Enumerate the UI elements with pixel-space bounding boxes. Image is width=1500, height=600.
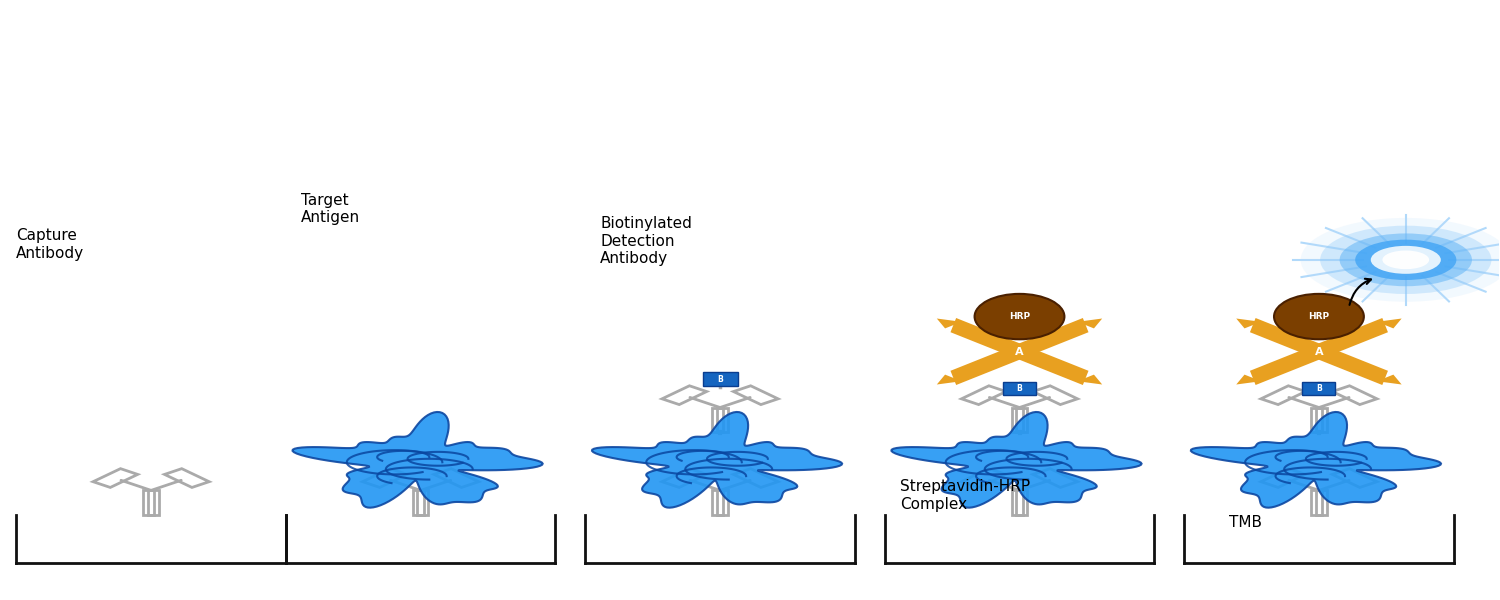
Bar [1332, 386, 1377, 404]
Bar [1262, 386, 1305, 404]
Circle shape [1340, 233, 1472, 286]
Bar [1316, 407, 1328, 432]
Polygon shape [1236, 374, 1262, 385]
Polygon shape [592, 412, 842, 508]
Bar [1262, 469, 1305, 487]
Text: HRP: HRP [1308, 312, 1329, 321]
Ellipse shape [975, 294, 1065, 339]
Bar [1005, 346, 1034, 357]
Polygon shape [1077, 319, 1102, 328]
Bar [712, 407, 723, 432]
Bar [144, 490, 154, 515]
Bar [1011, 490, 1023, 515]
Bar [1311, 407, 1323, 432]
Polygon shape [292, 412, 543, 508]
Text: A: A [1314, 347, 1323, 356]
Text: Capture
Antibody: Capture Antibody [16, 229, 84, 261]
Bar [962, 386, 1006, 404]
Text: Streptavidin-HRP
Complex: Streptavidin-HRP Complex [900, 479, 1030, 512]
Bar [962, 469, 1006, 487]
Circle shape [1354, 239, 1456, 280]
Bar [717, 490, 728, 515]
Text: B: B [717, 375, 723, 384]
Bar [712, 490, 723, 515]
Text: TMB: TMB [1228, 515, 1262, 530]
Circle shape [1383, 251, 1429, 269]
Polygon shape [938, 319, 962, 328]
Bar [662, 386, 706, 404]
Circle shape [1320, 226, 1491, 294]
Bar [363, 469, 407, 487]
Text: B: B [1316, 384, 1322, 393]
Circle shape [1371, 246, 1442, 274]
Circle shape [1300, 218, 1500, 302]
Polygon shape [891, 412, 1142, 508]
Polygon shape [1191, 412, 1442, 508]
Bar [165, 469, 209, 487]
Text: B: B [1017, 384, 1023, 393]
Bar [417, 490, 429, 515]
Bar [662, 469, 706, 487]
Bar [1034, 469, 1077, 487]
Polygon shape [1377, 374, 1401, 385]
Bar [1016, 490, 1028, 515]
Bar [1332, 469, 1377, 487]
Bar [734, 386, 778, 404]
Bar [433, 469, 478, 487]
Bar [717, 407, 728, 432]
Polygon shape [1377, 319, 1401, 328]
Text: A: A [1016, 347, 1025, 356]
Bar [1034, 386, 1077, 404]
Bar [93, 469, 138, 487]
Polygon shape [938, 374, 962, 385]
Bar [147, 490, 159, 515]
Text: Target
Antigen: Target Antigen [302, 193, 360, 225]
Bar [413, 490, 424, 515]
Text: HRP: HRP [1010, 312, 1031, 321]
Bar [1011, 407, 1023, 432]
Bar [1311, 490, 1323, 515]
Bar [734, 469, 778, 487]
Bar [1316, 490, 1328, 515]
Text: Biotinylated
Detection
Antibody: Biotinylated Detection Antibody [600, 217, 692, 266]
Ellipse shape [1274, 294, 1364, 339]
Polygon shape [1077, 374, 1102, 385]
Bar [1305, 346, 1334, 357]
Polygon shape [1236, 319, 1262, 328]
Bar [1016, 407, 1028, 432]
